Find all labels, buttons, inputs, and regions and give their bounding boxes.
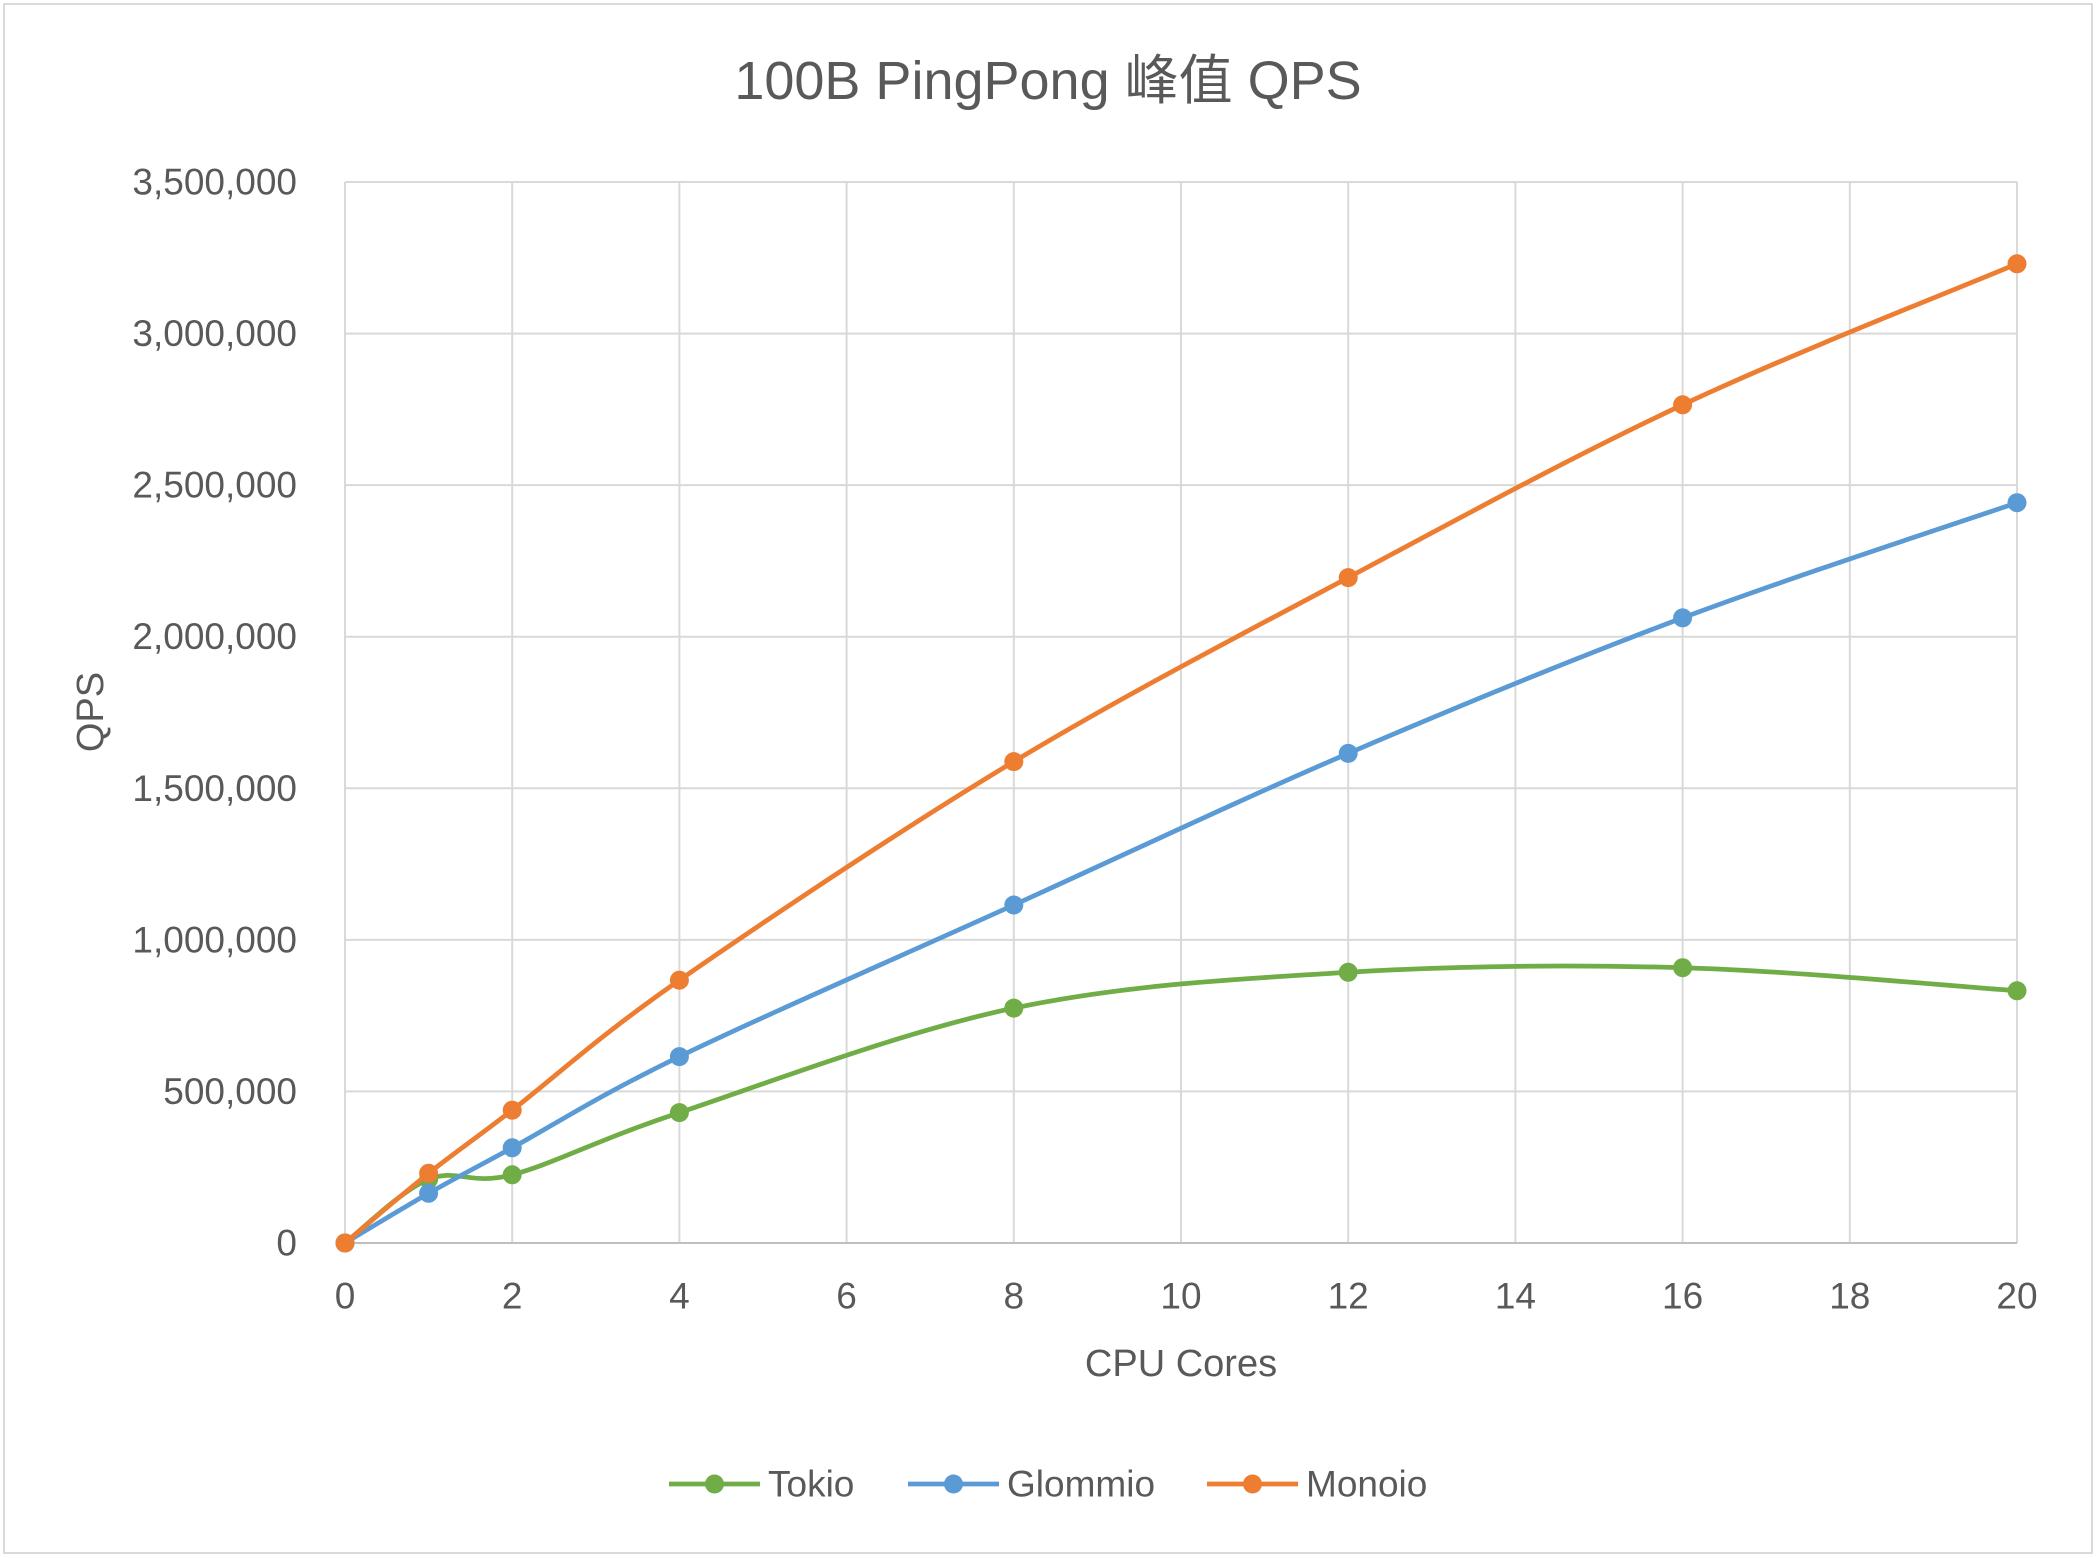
legend-swatch-marker-glommio <box>944 1474 963 1494</box>
x-tick-label: 8 <box>1004 1276 1025 1317</box>
data-point-monoio-x4 <box>669 970 689 990</box>
x-tick-label: 4 <box>669 1276 690 1317</box>
data-point-glommio-x12 <box>1338 743 1358 763</box>
y-tick-label: 1,000,000 <box>132 919 297 960</box>
x-axis-tick-labels: 0 2 4 6 8 10 12 14 16 18 20 <box>335 1276 2038 1317</box>
y-axis-tick-labels: 0 500,000 1,000,000 1,500,000 2,000,000 2,500… <box>132 162 297 1264</box>
y-tick-label: 2,000,000 <box>132 616 297 657</box>
chart-frame <box>3 3 2093 1554</box>
legend-item-glommio: Glommio <box>908 1464 1155 1505</box>
plot-series <box>335 254 2027 1253</box>
chart-title: 100B PingPong 峰值 QPS <box>734 51 1361 111</box>
data-point-tokio-x20 <box>2007 981 2027 1001</box>
data-point-tokio-x8 <box>1004 998 1024 1018</box>
data-point-tokio-x4 <box>669 1103 689 1123</box>
legend: Tokio Glommio Monoio <box>669 1464 1427 1505</box>
legend-label-tokio: Tokio <box>768 1464 854 1505</box>
data-point-tokio-x12 <box>1338 962 1358 982</box>
gridlines <box>344 181 2018 1244</box>
legend-item-monoio: Monoio <box>1207 1464 1427 1505</box>
y-tick-label: 3,000,000 <box>132 313 297 354</box>
legend-label-glommio: Glommio <box>1007 1464 1155 1505</box>
data-point-monoio-x20 <box>2007 254 2027 274</box>
data-point-glommio-x1 <box>419 1183 439 1203</box>
data-point-monoio-x8 <box>1004 752 1024 772</box>
data-point-glommio-x4 <box>669 1047 689 1067</box>
y-tick-label: 0 <box>276 1223 297 1264</box>
x-tick-label: 10 <box>1160 1276 1201 1317</box>
legend-swatch-marker-tokio <box>705 1474 724 1494</box>
data-point-glommio-x8 <box>1004 895 1024 915</box>
x-tick-label: 0 <box>335 1276 356 1317</box>
x-axis-title: CPU Cores <box>1085 1343 1277 1385</box>
x-tick-label: 12 <box>1328 1276 1369 1317</box>
x-tick-label: 14 <box>1495 1276 1536 1317</box>
data-point-monoio-x12 <box>1338 568 1358 588</box>
legend-swatch-marker-monoio <box>1243 1474 1262 1494</box>
data-point-tokio-x16 <box>1673 958 1693 978</box>
x-tick-label: 18 <box>1829 1276 1870 1317</box>
legend-item-tokio: Tokio <box>669 1464 854 1505</box>
y-tick-label: 500,000 <box>163 1071 297 1112</box>
data-point-tokio-x2 <box>502 1165 522 1185</box>
y-tick-label: 1,500,000 <box>132 768 297 809</box>
data-point-monoio-x16 <box>1673 395 1693 415</box>
series-monoio <box>335 254 2027 1253</box>
data-point-glommio-x2 <box>502 1138 522 1158</box>
data-point-glommio-x20 <box>2007 493 2027 513</box>
data-point-monoio-x0 <box>335 1233 355 1253</box>
legend-label-monoio: Monoio <box>1306 1464 1427 1505</box>
data-point-monoio-x2 <box>502 1100 522 1120</box>
x-tick-label: 16 <box>1662 1276 1703 1317</box>
data-point-glommio-x16 <box>1673 608 1693 628</box>
x-tick-label: 6 <box>836 1276 857 1317</box>
y-tick-label: 2,500,000 <box>132 465 297 506</box>
x-tick-label: 2 <box>502 1276 523 1317</box>
y-axis-title: QPS <box>70 672 112 752</box>
y-tick-label: 3,500,000 <box>132 162 297 203</box>
data-point-monoio-x1 <box>419 1163 439 1183</box>
x-tick-label: 20 <box>1996 1276 2037 1317</box>
